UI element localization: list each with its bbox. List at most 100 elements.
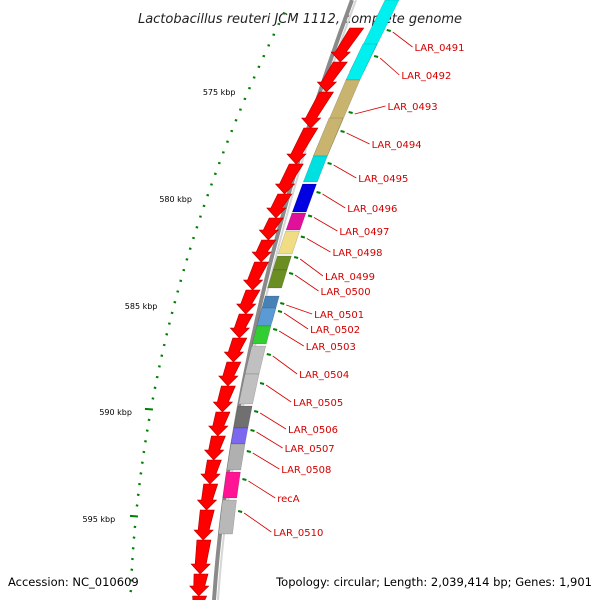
minor-tick [165,333,169,336]
minor-tick [131,547,135,550]
gene-leader-line [313,217,338,232]
minor-tick [234,119,238,122]
gene-tick [246,450,252,453]
gene-label: LAR_0499 [325,272,375,283]
minor-tick [238,108,242,111]
gene-leader-line [346,132,370,145]
gene-leader-line [272,355,298,375]
minor-tick [162,343,166,347]
backbone-ring-highlight [217,0,357,600]
feature-track [218,0,400,535]
gene-tick [316,191,321,194]
cds-arrow [223,337,248,363]
gene-tick [259,382,265,385]
kbp-tick-label: 575 kbp [203,88,236,97]
cds-arrow [192,595,208,600]
minor-tick [142,450,146,454]
gene-leader-line [392,31,413,48]
gene-label: LAR_0505 [293,398,343,409]
cds-arrow [196,483,219,511]
minor-tick [217,161,221,165]
gene-tick [327,162,332,165]
minor-tick [210,183,213,186]
major-tick [129,514,139,518]
feature-block [277,230,301,255]
gene-tick [277,310,283,313]
gene-label: LAR_0491 [414,43,464,54]
gene-leader-line [299,258,324,277]
feature-block [285,212,307,231]
gene-label: LAR_0503 [306,342,356,353]
tick-layer: 575 kbp 580 kbp 585 kbp 590 kbp 595 kbp [83,12,286,593]
minor-tick [272,33,276,36]
gene-label: LAR_0496 [347,204,397,215]
gene-leader-line [248,480,276,499]
minor-tick [176,290,180,293]
cds-arrow [200,459,222,485]
minor-tick [129,579,133,582]
minor-tick [145,429,149,432]
minor-tick [153,386,157,390]
feature-block [291,183,317,213]
gene-tick [288,272,294,275]
minor-tick [173,300,177,304]
cds-arrow [193,509,215,541]
kbp-tick-label: 580 kbp [159,195,192,204]
feature-block [218,499,237,535]
map-title: Lactobacillus reuteri JCM 1112, complete… [138,12,462,27]
gene-tick [266,353,272,356]
minor-tick [139,472,143,475]
gene-label: LAR_0494 [372,140,422,151]
minor-tick [133,525,137,529]
feature-block [222,471,241,499]
gene-leader-line [379,57,400,76]
minor-tick [282,12,286,15]
cds-arrow [258,217,284,241]
minor-tick [144,440,147,443]
cds-arrow [316,61,348,93]
minor-tick [138,482,141,486]
gene-tick [340,130,345,133]
cds-arrow [330,27,365,63]
kbp-tick-label: 595 kbp [83,515,116,524]
gene-label: LAR_0510 [273,528,323,539]
gene-tick [272,328,278,331]
minor-tick [131,557,134,561]
minor-tick [170,311,174,315]
topology-label: Topology: circular; Length: 2,039,414 bp… [275,575,592,589]
gene-leader-line [252,452,280,470]
gene-label: LAR_0493 [388,102,438,113]
minor-tick [230,129,234,133]
gene-leader-line [256,431,283,449]
minor-tick [192,236,195,240]
cds-arrow [242,261,270,291]
gene-leader-line [306,238,331,253]
gene-label: LAR_0492 [401,71,451,82]
gene-tick [242,478,247,481]
cds-arrow [286,127,319,165]
minor-tick [213,172,217,176]
gene-label: LAR_0507 [285,444,335,455]
minor-tick [267,44,271,47]
gene-label: recA [277,494,300,505]
gene-tick [237,510,243,513]
minor-tick [248,86,251,90]
accession-label: Accession: NC_010609 [8,575,139,589]
minor-tick [277,22,281,26]
gene-leader-line [333,164,357,179]
gene-label: LAR_0498 [332,248,382,259]
minor-tick [160,354,164,357]
gene-label: LAR_0506 [288,425,338,436]
feature-block [345,43,378,81]
cds-track [189,27,365,600]
cds-arrow [218,361,242,387]
major-tick [144,407,154,411]
minor-tick [188,247,192,250]
cds-arrow [212,385,236,413]
feature-block [251,325,272,345]
cds-arrow [229,313,254,339]
minor-tick [257,65,261,69]
gene-leader-line [259,412,287,430]
cds-arrow [251,239,277,263]
feature-block [226,443,246,471]
